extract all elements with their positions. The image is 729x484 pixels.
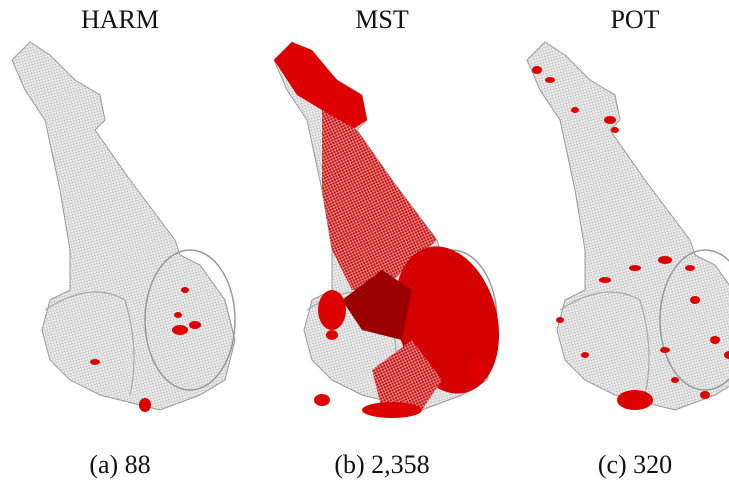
panel: MST (b) 2,358 [274,5,515,479]
part-mesh [12,42,235,410]
highlight-patch [660,347,670,353]
panel: POT (c) 320 [527,5,729,479]
highlight-patch [571,107,579,113]
highlight-patch [671,377,679,383]
highlight-patch [629,265,641,271]
panel-title: POT [610,5,659,34]
panel-caption: (a) 88 [89,450,150,479]
part-mesh [527,42,729,410]
highlight-patch [611,127,619,133]
highlight-patch [318,290,346,330]
highlight-patch [181,287,189,293]
panels: HARM (a) 88 MST (b) 2,358 POT (c) 320 [12,5,729,479]
highlight-patch [658,256,672,264]
highlight-patch [604,116,616,124]
figure: HARM (a) 88 MST (b) 2,358 POT (c) 320 [0,0,729,484]
highlight-patch [556,317,564,323]
highlight-patch [685,265,695,271]
highlight-patch [599,277,611,283]
highlight-patch [710,336,720,344]
panel: HARM (a) 88 [12,5,235,479]
highlight-patch [617,390,653,410]
highlight-patch [314,394,330,406]
panel-caption: (b) 2,358 [334,450,429,479]
highlight-patch [690,296,700,304]
highlight-patch [326,330,338,340]
highlight-patch [172,325,188,335]
panel-title: HARM [81,5,159,34]
highlight-patch [467,358,487,382]
highlight-patch [90,359,100,365]
panel-title: MST [355,5,409,34]
highlight-patch [139,398,151,412]
highlight-patch [189,321,201,329]
panel-caption: (c) 320 [598,450,672,479]
highlight-patch [700,391,710,399]
highlight-patch [174,312,182,318]
highlight-patch [581,352,589,358]
highlight-patch [545,77,555,83]
highlight-patch [532,66,542,74]
highlight-patch [362,402,422,418]
